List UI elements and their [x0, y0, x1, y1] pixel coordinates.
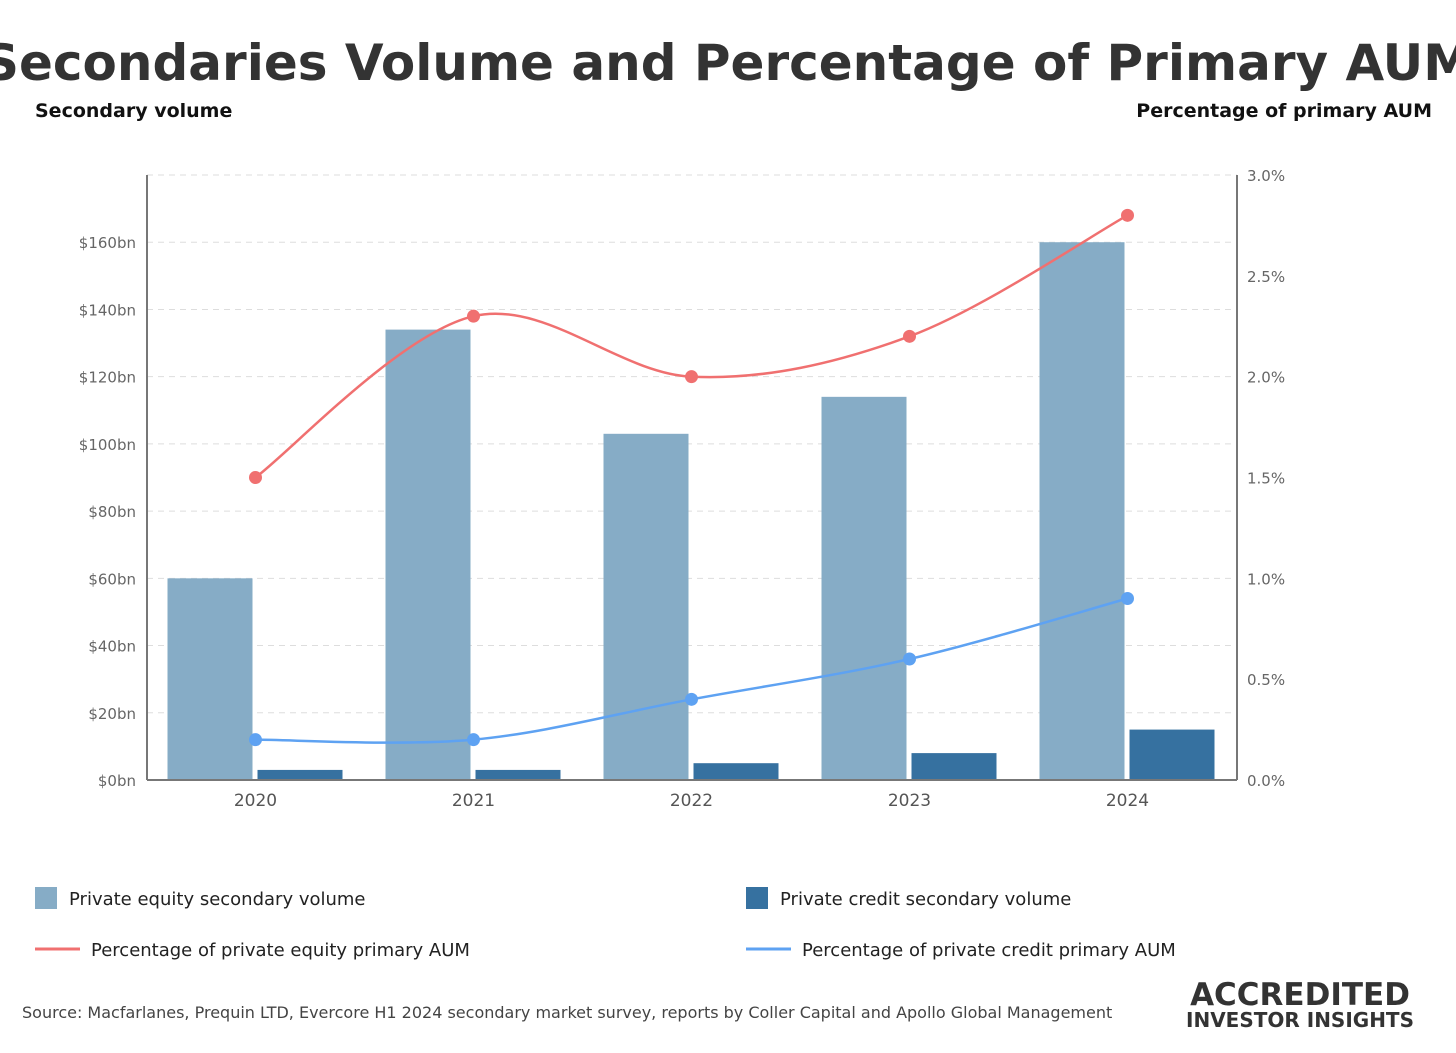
legend-label: Private credit secondary volume: [780, 889, 1071, 910]
point-private-credit-pct: [685, 692, 698, 706]
y2-tick-label: 1.0%: [1247, 570, 1285, 588]
y2-tick-label: 2.5%: [1247, 268, 1285, 286]
source-note: Source: Macfarlanes, Prequin LTD, Everco…: [22, 1003, 1112, 1022]
y-tick-label: $140bn: [79, 301, 136, 319]
point-private-equity-pct: [685, 370, 698, 384]
point-private-credit-pct: [249, 733, 262, 747]
bar-private-equity: [603, 433, 689, 780]
y2-tick-label: 0.0%: [1247, 772, 1285, 790]
legend-label: Percentage of private equity primary AUM: [91, 940, 470, 961]
svg-text:ACCREDITED: ACCREDITED: [1190, 977, 1410, 1013]
x-tick-label: 2022: [670, 791, 713, 811]
svg-text:INVESTOR INSIGHTS: INVESTOR INSIGHTS: [1186, 1008, 1414, 1032]
y-tick-label: $20bn: [88, 705, 136, 723]
y2-tick-label: 2.0%: [1247, 369, 1285, 387]
chart-title: Secondaries Volume and Percentage of Pri…: [0, 34, 1456, 92]
point-private-credit-pct: [903, 652, 916, 666]
y-tick-label: $160bn: [79, 234, 136, 252]
point-private-equity-pct: [249, 471, 262, 484]
y-tick-label: $0bn: [98, 772, 136, 790]
y-tick-label: $80bn: [88, 503, 136, 521]
x-tick-label: 2023: [888, 791, 931, 811]
bar-private-equity: [385, 329, 471, 780]
bar-private-credit: [693, 763, 779, 780]
bar-private-credit: [911, 753, 997, 780]
x-tick-label: 2021: [452, 791, 495, 811]
legend-swatch: [35, 887, 57, 909]
y2-axis-label: Percentage of primary AUM: [1136, 100, 1432, 122]
y-tick-label: $40bn: [88, 638, 136, 656]
bar-private-credit: [475, 769, 561, 780]
bar-private-equity: [167, 578, 253, 780]
point-private-credit-pct: [1121, 592, 1134, 605]
y2-tick-label: 1.5%: [1247, 470, 1285, 488]
x-tick-label: 2020: [234, 791, 277, 811]
bar-private-credit: [1129, 729, 1215, 780]
y-axis-label: Secondary volume: [35, 100, 232, 122]
legend-label: Private equity secondary volume: [69, 889, 366, 910]
bar-private-credit: [257, 769, 343, 780]
x-tick-label: 2024: [1106, 791, 1149, 811]
y-tick-label: $100bn: [79, 436, 136, 454]
y-tick-label: $60bn: [88, 570, 136, 588]
y2-tick-label: 0.5%: [1247, 671, 1285, 689]
point-private-equity-pct: [467, 309, 480, 323]
legend-swatch: [746, 887, 768, 909]
bar-private-equity: [821, 396, 907, 780]
bar-private-equity: [1039, 242, 1125, 780]
logo: ACCREDITED INVESTOR INSIGHTS: [1186, 977, 1414, 1032]
y-tick-label: $120bn: [79, 369, 136, 387]
legend-label: Percentage of private credit primary AUM: [802, 940, 1176, 961]
y2-tick-label: 3.0%: [1247, 167, 1285, 185]
point-private-equity-pct: [903, 329, 916, 343]
point-private-equity-pct: [1121, 208, 1134, 222]
point-private-credit-pct: [467, 733, 480, 747]
